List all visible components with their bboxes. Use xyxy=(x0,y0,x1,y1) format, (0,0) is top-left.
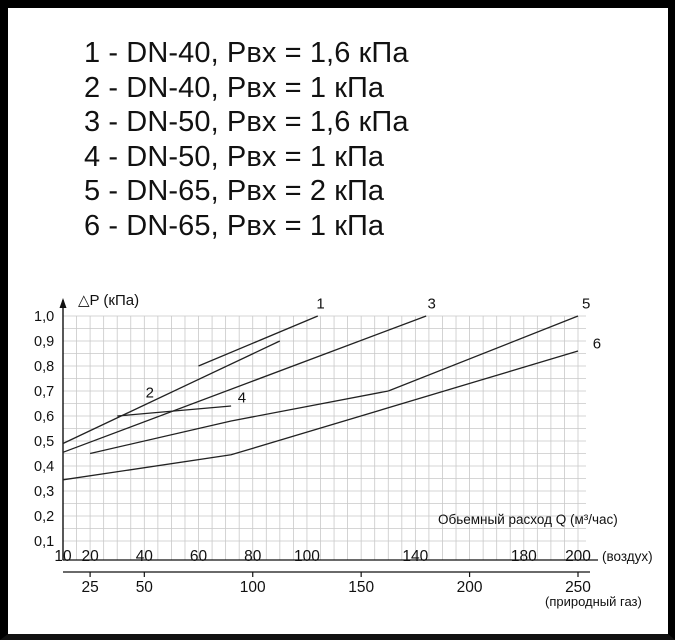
x-unit-air: (воздух) xyxy=(602,549,653,564)
series-line-4 xyxy=(89,390,389,455)
axes xyxy=(59,298,598,577)
y-tick-label: 0,6 xyxy=(34,409,54,425)
x-tick-label-air: 140 xyxy=(402,548,428,565)
y-axis-label: △P (кПа) xyxy=(78,292,139,309)
y-tick-label: 0,9 xyxy=(34,334,54,350)
series-line-4 xyxy=(117,405,232,417)
x-tick-label-air: 200 xyxy=(565,548,591,565)
y-tick-label: 0,5 xyxy=(34,434,54,450)
y-tick-label: 0,8 xyxy=(34,359,54,375)
chart-labels: 1,0 0,9 0,8 0,7 0,6 0,5 0,4 0,3 0,2 0,110 20 40 60 80… xyxy=(34,296,601,597)
x-tick-label-gas: 200 xyxy=(457,579,483,596)
legend-item-2: 2 - DN-40, Рвх = 1 кПа xyxy=(84,71,385,104)
series-line-3 xyxy=(62,315,427,453)
x-tick-label-air: 180 xyxy=(511,548,537,565)
legend-item-3: 3 - DN-50, Рвх = 1,6 кПа xyxy=(84,106,409,138)
series-label-5: 5 xyxy=(582,296,590,313)
x-tick-label-gas: 100 xyxy=(240,579,266,596)
series-line-6 xyxy=(62,350,579,481)
x-tick-label-air: 60 xyxy=(190,548,208,565)
legend-item-4: 4 - DN-50, Рвх = 1 кПа xyxy=(84,140,385,173)
x-tick-label-air: 10 xyxy=(54,548,72,565)
series-label-3: 3 xyxy=(427,296,435,313)
y-axis-arrow xyxy=(59,298,67,308)
series-lines xyxy=(62,315,579,481)
x-tick-label-air: 20 xyxy=(81,548,99,565)
y-tick-label: 0,3 xyxy=(34,484,54,500)
x-tick-label-air: 100 xyxy=(294,548,320,565)
legend-item-5: 5 - DN-65, Рвх = 2 кПа xyxy=(84,175,385,207)
series-label-4: 4 xyxy=(238,389,246,406)
series-label-6: 6 xyxy=(593,336,601,353)
y-tick-label: 1,0 xyxy=(34,309,54,325)
x-tick-label-air: 80 xyxy=(244,548,262,565)
legend: 1 - DN-40, Рвх = 1,6 кПа 2 - DN-40, Рвх … xyxy=(84,36,409,243)
x-axis-label: Обьемный расход Q (м³/час) xyxy=(438,512,618,527)
y-tick-label: 0,4 xyxy=(34,459,54,475)
series-label-1: 1 xyxy=(316,296,324,313)
x-tick-label-gas: 250 xyxy=(565,579,591,596)
y-tick-label: 0,7 xyxy=(34,384,54,400)
x-tick-label-gas: 50 xyxy=(136,579,154,596)
x-tick-label-air: 40 xyxy=(136,548,154,565)
legend-item-6: 6 - DN-65, Рвх = 1 кПа xyxy=(84,209,385,242)
x-tick-label-gas: 25 xyxy=(81,579,98,596)
x-unit-gas: (природный газ) xyxy=(545,594,642,609)
legend-item-1: 1 - DN-40, Рвх = 1,6 кПа xyxy=(84,37,409,69)
y-tick-label: 0,1 xyxy=(34,534,54,550)
x-tick-label-gas: 150 xyxy=(348,579,374,596)
y-tick-label: 0,2 xyxy=(34,509,54,525)
series-line-2 xyxy=(62,340,281,445)
series-label-2: 2 xyxy=(146,384,154,401)
series-line-1 xyxy=(198,315,319,367)
series-line-5 xyxy=(388,315,579,392)
